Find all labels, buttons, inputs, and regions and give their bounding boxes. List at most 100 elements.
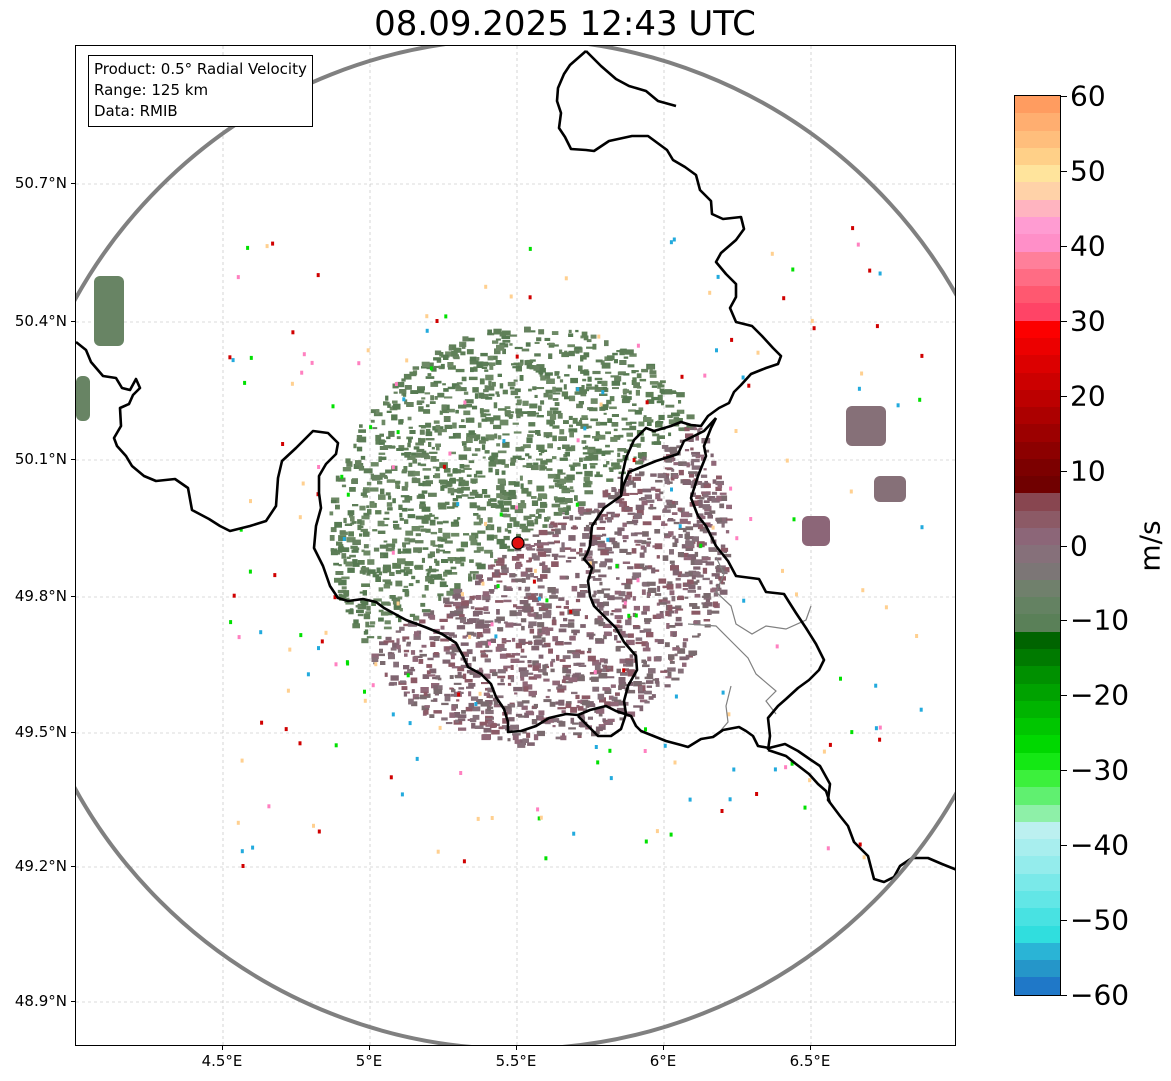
echo-cell	[584, 480, 591, 485]
echo-cell	[362, 531, 370, 537]
echo-cell	[624, 349, 634, 355]
echo-cell	[510, 658, 520, 663]
echo-cell	[632, 625, 640, 628]
echo-cell	[577, 706, 584, 711]
echo-cell	[541, 567, 551, 574]
echo-cell	[489, 498, 497, 502]
echo-cell	[501, 470, 506, 475]
echo-speck	[782, 296, 786, 301]
region-border	[715, 685, 732, 737]
echo-cell	[469, 491, 479, 496]
map-panel[interactable]	[75, 45, 956, 1046]
echo-speck	[622, 668, 626, 673]
echo-speck	[490, 622, 494, 627]
echo-speck	[773, 767, 777, 772]
echo-cell	[697, 633, 701, 636]
echo-cell	[447, 408, 455, 413]
echo-cell	[429, 565, 432, 570]
echo-cell	[487, 524, 491, 530]
colorbar-segment	[1015, 614, 1060, 632]
echo-cell	[604, 450, 611, 455]
echo-cell	[537, 508, 545, 513]
echo-cell	[646, 499, 655, 503]
echo-cell	[345, 601, 354, 605]
echo-cell	[519, 475, 523, 481]
echo-cell	[383, 626, 392, 630]
echo-cell	[476, 636, 481, 639]
echo-cell	[545, 663, 549, 668]
echo-cell	[437, 502, 447, 508]
echo-cell	[524, 538, 529, 541]
echo-cell	[333, 562, 339, 566]
echo-cell	[561, 542, 565, 548]
echo-cell	[614, 531, 618, 535]
echo-speck	[436, 849, 440, 854]
echo-cell	[467, 496, 475, 499]
echo-speck	[730, 337, 734, 342]
echo-speck	[583, 426, 587, 431]
echo-cell	[473, 550, 481, 553]
echo-cell	[565, 451, 570, 457]
radar-site-marker[interactable]	[511, 536, 525, 550]
radar-map[interactable]	[76, 46, 956, 1046]
echo-cell	[572, 673, 580, 677]
echo-cell	[472, 714, 480, 720]
echo-cell	[439, 429, 447, 433]
echo-cell	[429, 636, 436, 641]
echo-speck	[593, 670, 597, 675]
echo-cell	[439, 352, 444, 357]
echo-speck	[394, 382, 398, 386]
echo-cell	[611, 422, 619, 427]
echo-cell	[372, 427, 378, 430]
echo-speck	[643, 749, 647, 753]
echo-cell	[491, 534, 498, 539]
echo-speck	[265, 244, 269, 249]
echo-cell	[508, 489, 516, 496]
echo-cell	[594, 664, 601, 671]
echo-cell	[388, 683, 395, 686]
echo-cell	[449, 451, 456, 455]
echo-cell	[579, 542, 586, 547]
echo-cell	[481, 623, 489, 628]
echo-cell	[525, 592, 532, 597]
echo-cell	[707, 609, 712, 615]
echo-cell	[503, 500, 512, 506]
echo-cell	[614, 464, 620, 470]
echo-cell	[447, 487, 455, 494]
echo-cell	[552, 534, 559, 538]
echo-cell	[572, 722, 579, 725]
echo-cell	[512, 366, 520, 369]
echo-cell	[624, 480, 631, 486]
echo-cell	[495, 560, 505, 563]
echo-cell	[616, 577, 620, 580]
echo-cell	[557, 469, 563, 475]
echo-speck	[632, 458, 636, 463]
echo-cell	[461, 600, 469, 606]
echo-cell	[672, 535, 676, 540]
echo-cell	[563, 384, 567, 390]
echo-cell	[676, 418, 683, 423]
echo-cell	[540, 375, 546, 381]
echo-cell	[623, 396, 632, 400]
colorbar-segment	[1015, 960, 1060, 978]
echo-cell	[687, 579, 694, 585]
echo-cell	[424, 705, 430, 708]
echo-cell	[397, 596, 403, 600]
echo-cell	[640, 545, 645, 550]
echo-cell	[632, 596, 636, 601]
echo-cell	[413, 547, 422, 553]
echo-cell	[557, 413, 563, 419]
echo-cell	[445, 646, 453, 650]
echo-cell	[476, 699, 483, 705]
echo-cell	[537, 585, 545, 589]
echo-cell	[662, 600, 671, 604]
echo-cell	[421, 450, 427, 455]
echo-cell	[577, 700, 584, 704]
echo-cell	[430, 395, 434, 401]
echo-cell	[427, 553, 433, 559]
echo-cell	[379, 472, 386, 476]
echo-cell	[401, 686, 408, 690]
echo-cell	[702, 556, 711, 561]
echo-cell	[554, 642, 564, 645]
echo-cell	[565, 560, 572, 563]
